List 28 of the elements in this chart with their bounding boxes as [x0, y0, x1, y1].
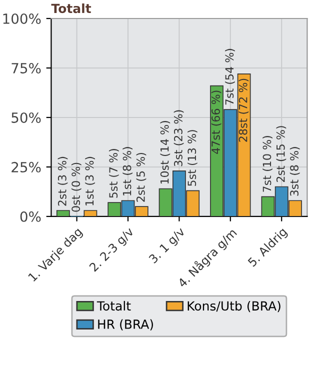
data-label: 7st (10 %): [262, 136, 272, 192]
chart-title: Totalt: [51, 3, 92, 14]
data-label: 2st (3 %): [58, 156, 68, 206]
data-label: 5st (7 %): [108, 149, 119, 198]
data-label: 1st (3 %): [85, 156, 95, 206]
x-tick-label: 3. 1 g/v: [148, 226, 188, 266]
legend-label: Totalt: [96, 300, 131, 311]
data-label: 28st (72 %): [238, 78, 249, 142]
data-label: 0st (0 %): [71, 162, 82, 212]
data-label: 7st (54 %): [225, 48, 235, 105]
data-label: 10st (14 %): [160, 121, 170, 184]
data-label: 5st (13 %): [187, 130, 198, 186]
x-tick-label: 2. 2-3 g/v: [88, 226, 136, 274]
legend-label: Kons/Utb (BRA): [188, 300, 280, 312]
legend-label: HR (BRA): [98, 319, 153, 330]
data-label: 1st (8 %): [122, 147, 133, 196]
y-tick-label: 75%: [12, 62, 41, 74]
data-label: 2st (15 %): [276, 126, 286, 182]
y-tick-label: 0%: [20, 211, 41, 222]
data-label: 3st (23 %): [174, 110, 184, 166]
data-label: 3st (8 %): [290, 147, 300, 196]
y-tick-label: 25%: [12, 162, 41, 172]
y-tick-label: 50%: [12, 112, 41, 123]
bar: [56, 210, 70, 216]
data-label: 2st (5 %): [136, 152, 146, 202]
data-label: 47st (66 %): [211, 90, 222, 154]
bar: [84, 210, 98, 216]
y-tick-label: 100%: [3, 13, 41, 24]
